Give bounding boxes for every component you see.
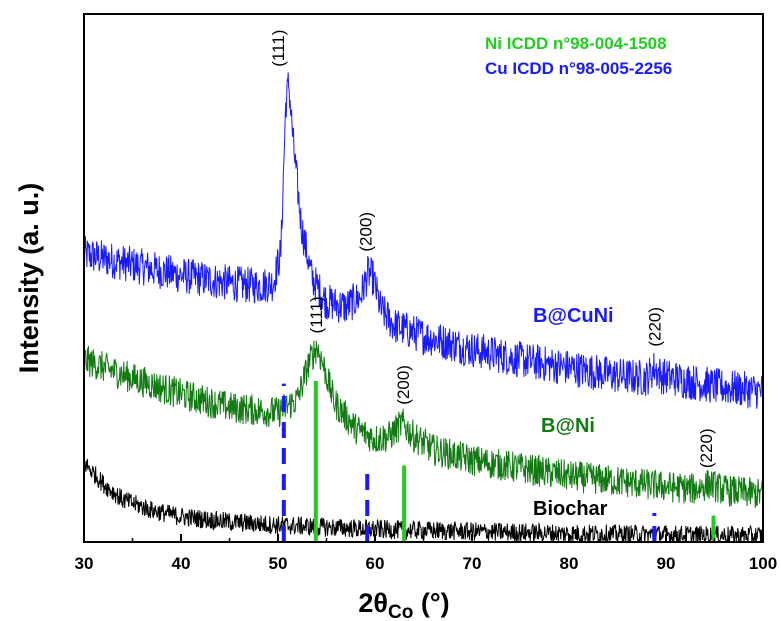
reference-lines bbox=[281, 380, 716, 542]
series-label-b-ni: B@Ni bbox=[541, 415, 595, 437]
x-tick-label: 50 bbox=[269, 554, 288, 573]
peak-label: (220) bbox=[697, 428, 716, 468]
x-axis-title-main: 2θ bbox=[358, 588, 388, 618]
x-tick-label: 70 bbox=[463, 554, 482, 573]
peak-label: (200) bbox=[394, 365, 413, 405]
peak-labels: (111) (200) (220) (111) (200) (220) bbox=[269, 30, 716, 468]
peak-label: (111) bbox=[269, 30, 288, 67]
x-tick-label: 40 bbox=[172, 554, 191, 573]
legend-entry-0: Ni ICDD n°98-004-1508 bbox=[485, 34, 667, 53]
x-tick-label: 30 bbox=[75, 554, 94, 573]
x-tick-label: 80 bbox=[560, 554, 579, 573]
series-line-0 bbox=[84, 72, 763, 409]
legend-entry-1: Cu ICDD n°98-005-2256 bbox=[485, 59, 672, 78]
x-tick-label: 90 bbox=[657, 554, 676, 573]
peak-label: (220) bbox=[645, 307, 664, 347]
series-line-2 bbox=[84, 458, 763, 542]
series-label-biochar: Biochar bbox=[533, 498, 608, 520]
series-label-b-cuni: B@CuNi bbox=[533, 305, 614, 327]
series-layer bbox=[84, 72, 763, 542]
x-axis-title-unit: (°) bbox=[413, 588, 449, 618]
series-labels: B@CuNi B@Ni Biochar bbox=[533, 305, 614, 520]
x-tick-label: 60 bbox=[366, 554, 385, 573]
x-axis-title-sub: Co bbox=[388, 602, 413, 621]
x-axis-title: 2θCo (°) bbox=[358, 588, 449, 621]
peak-label: (200) bbox=[356, 212, 375, 252]
x-tick-label: 100 bbox=[749, 554, 777, 573]
legend: Ni ICDD n°98-004-1508 Cu ICDD n°98-005-22… bbox=[485, 34, 672, 78]
series-line-1 bbox=[84, 340, 763, 509]
peak-label: (111) bbox=[307, 296, 326, 333]
y-axis-title: Intensity (a. u.) bbox=[14, 183, 44, 374]
x-axis-ticks: 30 40 50 60 70 80 90 100 bbox=[75, 534, 777, 573]
